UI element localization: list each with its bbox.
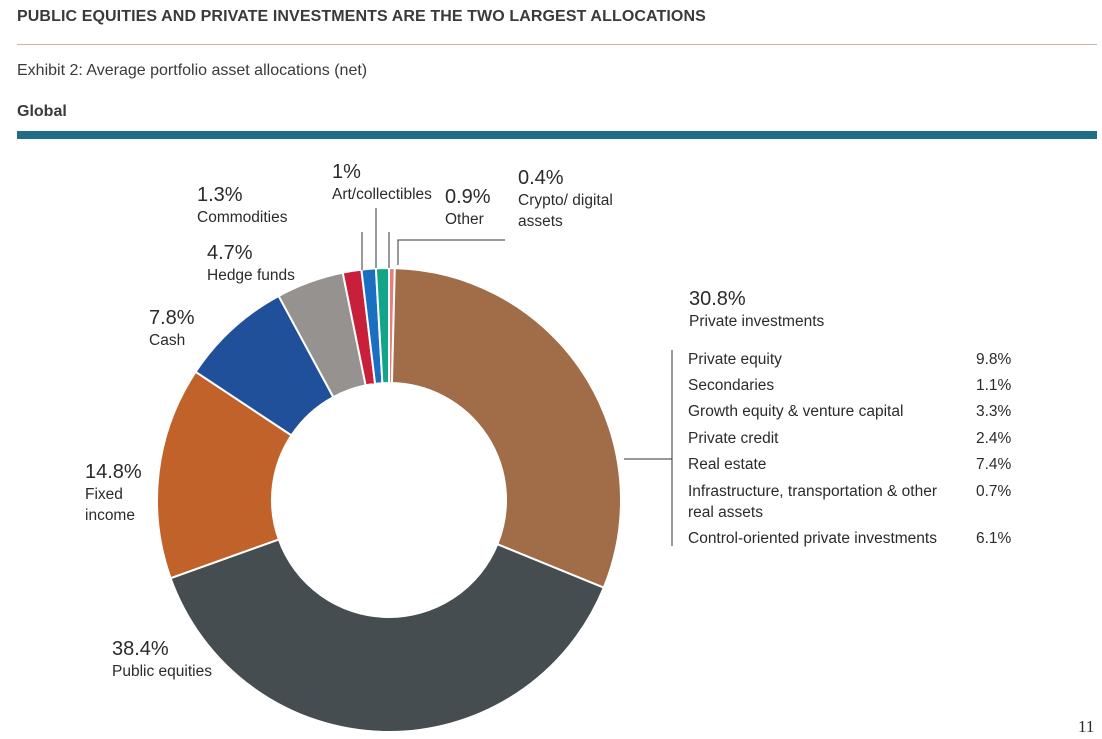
label-commodities: 1.3% Commodities	[197, 183, 287, 228]
breakdown-item-value: 2.4%	[976, 430, 1012, 447]
commodities-percent: 1.3%	[197, 184, 243, 206]
other-label: Other	[445, 211, 484, 228]
breakdown-item-value: 1.1%	[976, 377, 1012, 394]
label-public-equities: 38.4% Public equities	[112, 637, 212, 682]
crypto-label: Crypto/ digital assets	[518, 192, 613, 230]
breakdown-item-label: Private credit	[688, 430, 779, 447]
breakdown-item-label: Real estate	[688, 456, 767, 473]
exhibit-subtitle: Exhibit 2: Average portfolio asset alloc…	[17, 62, 368, 79]
cash-percent: 7.8%	[149, 307, 195, 329]
breakdown-item-label: Infrastructure, transportation & other r…	[688, 483, 937, 521]
page-headline: PUBLIC EQUITIES AND PRIVATE INVESTMENTS …	[17, 8, 706, 25]
label-cash: 7.8% Cash	[149, 306, 195, 351]
fixed-income-label: Fixed income	[85, 486, 135, 524]
other-percent: 0.9%	[445, 186, 491, 208]
public-equities-percent: 38.4%	[112, 638, 169, 660]
breakdown-item-label: Private equity	[688, 351, 782, 368]
label-hedge-funds: 4.7% Hedge funds	[207, 241, 295, 286]
label-private-investments: 30.8% Private investments	[689, 287, 824, 332]
art-collectibles-percent: 1%	[332, 161, 361, 183]
cash-label: Cash	[149, 332, 186, 349]
breakdown-item-value: 9.8%	[976, 351, 1012, 368]
public-equities-label: Public equities	[112, 663, 212, 680]
crypto-percent: 0.4%	[518, 167, 564, 189]
headline-divider	[17, 44, 1097, 45]
private-investments-percent: 30.8%	[689, 288, 746, 310]
commodities-label: Commodities	[197, 209, 288, 226]
breakdown-item: Secondaries 1.1%	[688, 375, 1018, 396]
donut-slices	[156, 266, 622, 733]
region-label: Global	[17, 103, 67, 120]
page-number: 11	[1078, 717, 1095, 736]
label-art-collectibles: 1% Art/collectibles	[332, 160, 432, 205]
breakdown-item-value: 3.3%	[976, 403, 1012, 420]
breakdown-item: Private credit 2.4%	[688, 428, 1018, 449]
donut-slice-other	[374, 266, 390, 385]
breakdown-item-value: 0.7%	[976, 483, 1012, 500]
breakdown-item-label: Secondaries	[688, 377, 775, 394]
label-crypto: 0.4% Crypto/ digital assets	[518, 166, 618, 232]
art-collectibles-label: Art/collectibles	[332, 186, 432, 203]
breakdown-item-label: Control-oriented private investments	[688, 530, 937, 547]
breakdown-item-value: 7.4%	[976, 456, 1012, 473]
hedge-funds-percent: 4.7%	[207, 242, 253, 264]
breakdown-item: Real estate 7.4%	[688, 454, 1018, 475]
breakdown-item-value: 6.1%	[976, 530, 1012, 547]
region-divider	[17, 131, 1097, 139]
label-fixed-income: 14.8% Fixed income	[85, 460, 145, 526]
label-other: 0.9% Other	[445, 185, 491, 230]
hedge-funds-label: Hedge funds	[207, 267, 295, 284]
breakdown-item-label: Growth equity & venture capital	[688, 403, 904, 420]
leader-crypto	[397, 239, 505, 265]
breakdown-item: Growth equity & venture capital 3.3%	[688, 401, 1018, 422]
private-investments-label: Private investments	[689, 313, 825, 330]
fixed-income-percent: 14.8%	[85, 461, 142, 483]
donut-slice-public-equities	[169, 538, 606, 733]
breakdown-item: Infrastructure, transportation & other r…	[688, 481, 1018, 523]
donut-slice-private-investments	[390, 267, 622, 589]
breakdown-item: Private equity 9.8%	[688, 349, 1018, 370]
breakdown-item: Control-oriented private investments 6.1…	[688, 528, 1018, 549]
leader-lines	[361, 208, 673, 546]
